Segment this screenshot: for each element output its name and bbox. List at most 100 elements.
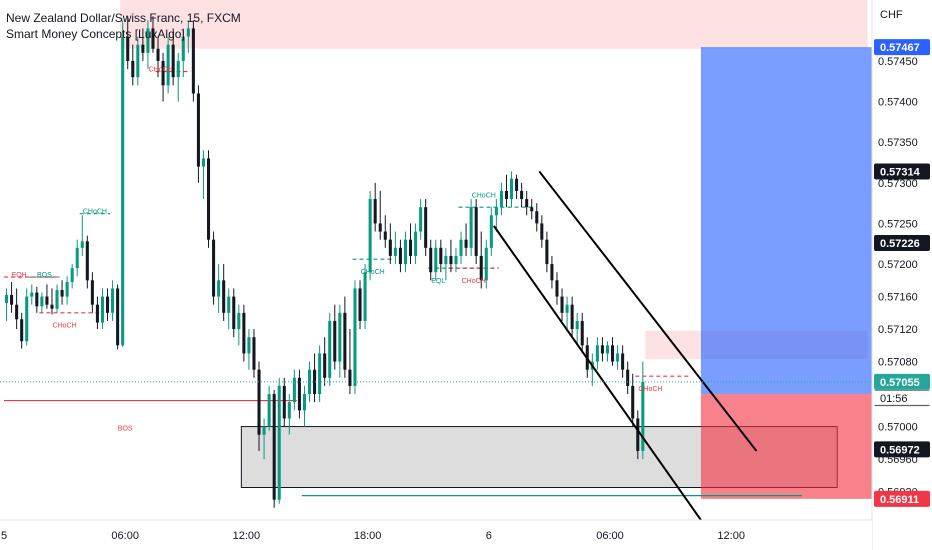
trendlines-layer[interactable] — [493, 170, 758, 521]
candle-body — [494, 207, 498, 216]
candle-body — [631, 385, 635, 419]
candle-body — [434, 247, 438, 273]
candle-body — [111, 288, 115, 313]
price-label-badge — [874, 163, 930, 180]
candle-body — [540, 223, 544, 240]
candle-body — [318, 353, 322, 395]
candle-body — [50, 304, 54, 309]
position-target-zone — [700, 47, 872, 395]
candle-body — [252, 337, 256, 370]
candle-body — [489, 215, 493, 248]
price-tick-label: 0.57450 — [878, 56, 918, 68]
structure-label: CHoCH — [462, 278, 486, 285]
time-tick-label: 06:00 — [596, 530, 624, 542]
candle-body — [257, 369, 261, 435]
candle-body — [580, 320, 584, 346]
structure-label: CHoCH — [83, 209, 107, 216]
structure-label: BOS — [118, 426, 133, 433]
candle-body — [474, 207, 478, 256]
candle-body — [141, 44, 145, 53]
candle-body — [282, 385, 286, 419]
candle-body — [292, 377, 296, 403]
candle-body — [212, 239, 216, 297]
candle-body — [383, 231, 387, 240]
annotations-layer: CHoCH CHoCH EQH BOS CHoCH CHoCH EQL CHoCH CHoCH C… — [12, 67, 663, 433]
candle-body — [146, 28, 150, 53]
candle-body — [121, 36, 125, 346]
candle-body — [60, 290, 64, 297]
candle-body — [242, 312, 246, 354]
candle-body — [499, 190, 503, 208]
candle-body — [550, 264, 554, 281]
price-label-text: 0.57467 — [880, 42, 920, 54]
currency-label: CHF — [880, 9, 903, 21]
candle-body — [302, 394, 306, 411]
structure-label: CHoCH — [638, 386, 662, 393]
candle-body — [373, 199, 377, 224]
candle-body — [126, 36, 130, 61]
candle-body — [641, 381, 645, 451]
candle-body — [186, 28, 190, 37]
price-label-badge — [874, 441, 930, 458]
candle-body — [151, 28, 155, 49]
candle-body — [90, 280, 94, 305]
indicator-title[interactable]: Smart Money Concepts [LuxAlgo] — [6, 27, 185, 41]
candle-body — [338, 312, 342, 362]
candle-body — [161, 60, 165, 86]
candle-body — [181, 36, 185, 61]
candle-body — [116, 288, 120, 346]
price-tick-label: 0.57120 — [878, 324, 918, 336]
candle-body — [388, 239, 392, 256]
candle-body — [464, 239, 468, 248]
candle-body — [75, 247, 79, 269]
candle-body — [414, 231, 418, 256]
time-tick-label: 12:00 — [233, 530, 261, 542]
candle-body — [323, 353, 327, 378]
candle-body — [454, 255, 458, 265]
countdown-badge — [874, 390, 930, 405]
candle-body — [40, 296, 44, 307]
price-tick-label: 0.57080 — [878, 357, 918, 369]
trendline — [538, 170, 758, 452]
price-tick-label: 0.57300 — [878, 178, 918, 190]
candle-body — [20, 319, 24, 342]
price-label-text: 0.57055 — [880, 377, 920, 389]
candle-body — [363, 272, 367, 321]
candle-body — [207, 158, 211, 240]
candles-layer — [5, 16, 645, 508]
candle-body — [409, 239, 413, 256]
candle-body — [85, 241, 89, 281]
candle-body — [176, 60, 180, 78]
position-stop-zone — [700, 394, 872, 499]
price-tick-label: 0.57350 — [878, 137, 918, 149]
candle-body — [237, 312, 241, 330]
candle-body — [95, 304, 99, 323]
candle-body — [479, 255, 483, 281]
candle-body — [545, 239, 549, 265]
candle-body — [277, 385, 281, 500]
candle-body — [232, 296, 236, 330]
price-tick-label: 0.57400 — [878, 97, 918, 109]
time-tick-label: 18:00 — [354, 530, 382, 542]
candle-body — [10, 294, 14, 305]
supply-zone-top — [120, 0, 868, 49]
time-axis-panel — [0, 520, 872, 550]
candle-body — [560, 296, 564, 313]
candle-body — [600, 345, 604, 354]
symbol-title[interactable]: New Zealand Dollar/Swiss Franc, 15, FXCM — [6, 11, 241, 25]
candle-body — [504, 190, 508, 200]
price-tick-label: 0.57000 — [878, 422, 918, 434]
price-label-text: 0.57226 — [880, 238, 920, 250]
structure-label: CHoCH — [53, 322, 77, 329]
candle-body — [272, 394, 276, 500]
price-tick-label: 0.57200 — [878, 259, 918, 271]
structure-label: BOS — [37, 272, 52, 279]
structure-label: EQH — [12, 272, 27, 279]
price-label-badge — [874, 39, 930, 56]
candle-body — [171, 44, 175, 78]
candle-body — [55, 290, 59, 309]
structure-label: CHoCH — [361, 269, 385, 276]
candle-body — [368, 199, 372, 273]
candle-body — [570, 304, 574, 330]
